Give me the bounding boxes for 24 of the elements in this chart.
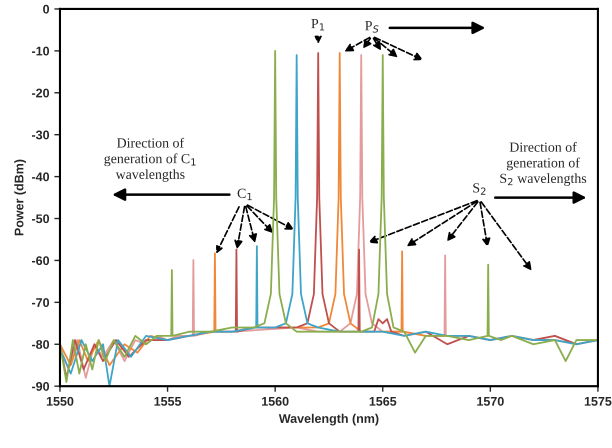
x-tick-label: 1575	[584, 397, 612, 406]
y-tick-label: -90	[32, 382, 50, 391]
annotation: P$_{S}$	[365, 21, 378, 33]
annotation: C$_{1}$	[238, 188, 252, 200]
x-tick-label: 1555	[154, 397, 182, 406]
x-tick-label: 1570	[477, 396, 504, 406]
annotation: S$_{2}$	[473, 183, 486, 195]
annotation: P$_{1}$	[311, 19, 324, 30]
y-tick-label: -50	[32, 214, 50, 224]
x-tick-label: 1565	[370, 396, 396, 406]
y-tick-label: -10	[32, 46, 50, 56]
annotation: Direction of generation of C$_{1}$ wavelengths	[104, 138, 196, 182]
y-tick-label: -20	[32, 88, 50, 98]
x-tick-label: 1550	[46, 396, 74, 406]
y-tick-label: -80	[32, 340, 50, 349]
y-tick-label: -60	[32, 256, 50, 266]
y-tick-label: -30	[32, 130, 50, 140]
y-axis-title: Power (dBm)	[14, 160, 26, 236]
x-axis-title: Wavelength (nm)	[278, 414, 378, 426]
y-tick-label: 0	[43, 4, 50, 14]
y-tick-label: -40	[32, 172, 50, 182]
y-tick-label: -70	[32, 298, 50, 308]
x-tick-label: 1560	[262, 396, 289, 406]
annotation: Direction of generation of S$_{2}$ wavelengths	[500, 142, 586, 186]
